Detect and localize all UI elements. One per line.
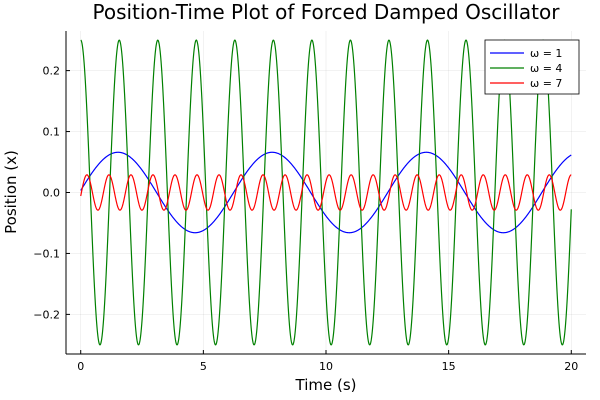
series-line-2	[80, 39, 572, 346]
x-tick-label: 0	[77, 360, 84, 373]
y-tick-label: 0.2	[43, 65, 61, 78]
y-axis-label: Position (x)	[2, 150, 20, 234]
legend-box	[484, 39, 580, 95]
legend-label-2: ω = 4	[530, 62, 562, 75]
y-tick-label: −0.1	[33, 247, 60, 260]
x-tick-label: 20	[564, 360, 578, 373]
x-tick-label: 5	[200, 360, 207, 373]
legend-label-3: ω = 7	[530, 77, 562, 90]
y-tick-label: 0.1	[43, 126, 61, 139]
ticks: 0 5 10 15 20 −0.2 −0.1 0.0 0.1 0.2	[33, 65, 578, 373]
series-line-3	[80, 174, 572, 211]
legend: ω = 1 ω = 4 ω = 7	[484, 39, 580, 95]
x-axis-label: Time (s)	[295, 376, 357, 394]
legend-label-1: ω = 1	[530, 47, 562, 60]
x-tick-label: 10	[319, 360, 333, 373]
x-tick-label: 15	[442, 360, 456, 373]
legend-items: ω = 1 ω = 4 ω = 7	[490, 47, 562, 90]
y-tick-label: 0.0	[43, 187, 61, 200]
y-tick-label: −0.2	[33, 308, 60, 321]
chart-title: Position-Time Plot of Forced Damped Osci…	[93, 0, 561, 24]
series-line-1	[80, 151, 572, 234]
series-lines	[80, 39, 572, 346]
